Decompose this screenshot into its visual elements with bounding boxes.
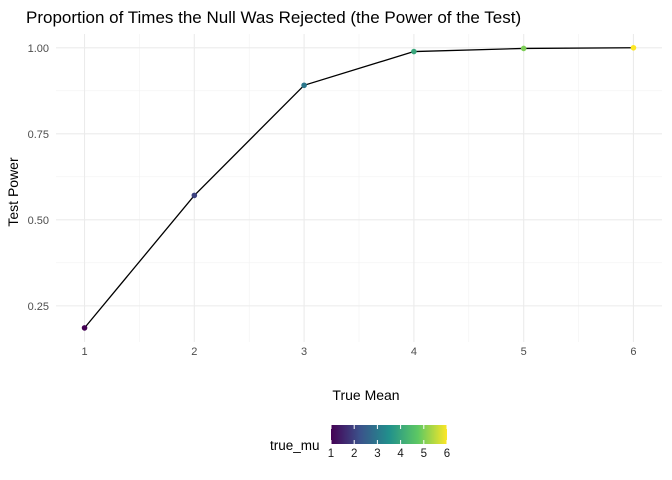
data-point (411, 48, 417, 55)
y-tick-label: 1.00 (28, 43, 49, 55)
y-tick-label: 0.50 (28, 215, 49, 227)
color-legend: true_mu 1 2 3 4 5 6 (270, 425, 450, 460)
x-axis-ticks: 1 2 3 4 5 6 (81, 346, 636, 358)
data-points (81, 44, 637, 331)
y-tick-label: 0.75 (28, 129, 49, 141)
x-tick-label: 5 (521, 346, 527, 358)
legend-colorbar (331, 425, 447, 444)
legend-tick-label: 1 (328, 448, 334, 460)
x-axis-title: True Mean (332, 387, 399, 403)
x-tick-label: 2 (191, 346, 197, 358)
x-tick-label: 1 (81, 346, 87, 358)
data-point (301, 82, 307, 89)
series-polyline (84, 47, 634, 329)
legend-tick-label: 6 (444, 448, 450, 460)
data-point (81, 325, 88, 331)
y-axis-ticks: 0.25 0.50 0.75 1.00 (28, 43, 49, 313)
data-point (520, 45, 527, 52)
legend-tick-label: 2 (351, 448, 357, 460)
x-tick-label: 3 (301, 346, 307, 358)
chart-title: Proportion of Times the Null Was Rejecte… (26, 8, 521, 27)
data-point (191, 192, 198, 199)
data-point (630, 44, 637, 51)
y-axis-title: Test Power (5, 157, 21, 227)
legend-tick-label: 5 (421, 448, 427, 460)
grid (56, 34, 662, 342)
legend-ticks: 1 2 3 4 5 6 (328, 425, 450, 460)
legend-tick-label: 4 (397, 448, 404, 460)
y-tick-label: 0.25 (28, 301, 49, 313)
legend-title: true_mu (270, 438, 320, 453)
legend-tick-label: 3 (374, 448, 380, 460)
series-line (84, 47, 634, 329)
x-tick-label: 4 (411, 346, 417, 358)
x-tick-label: 6 (630, 346, 636, 358)
